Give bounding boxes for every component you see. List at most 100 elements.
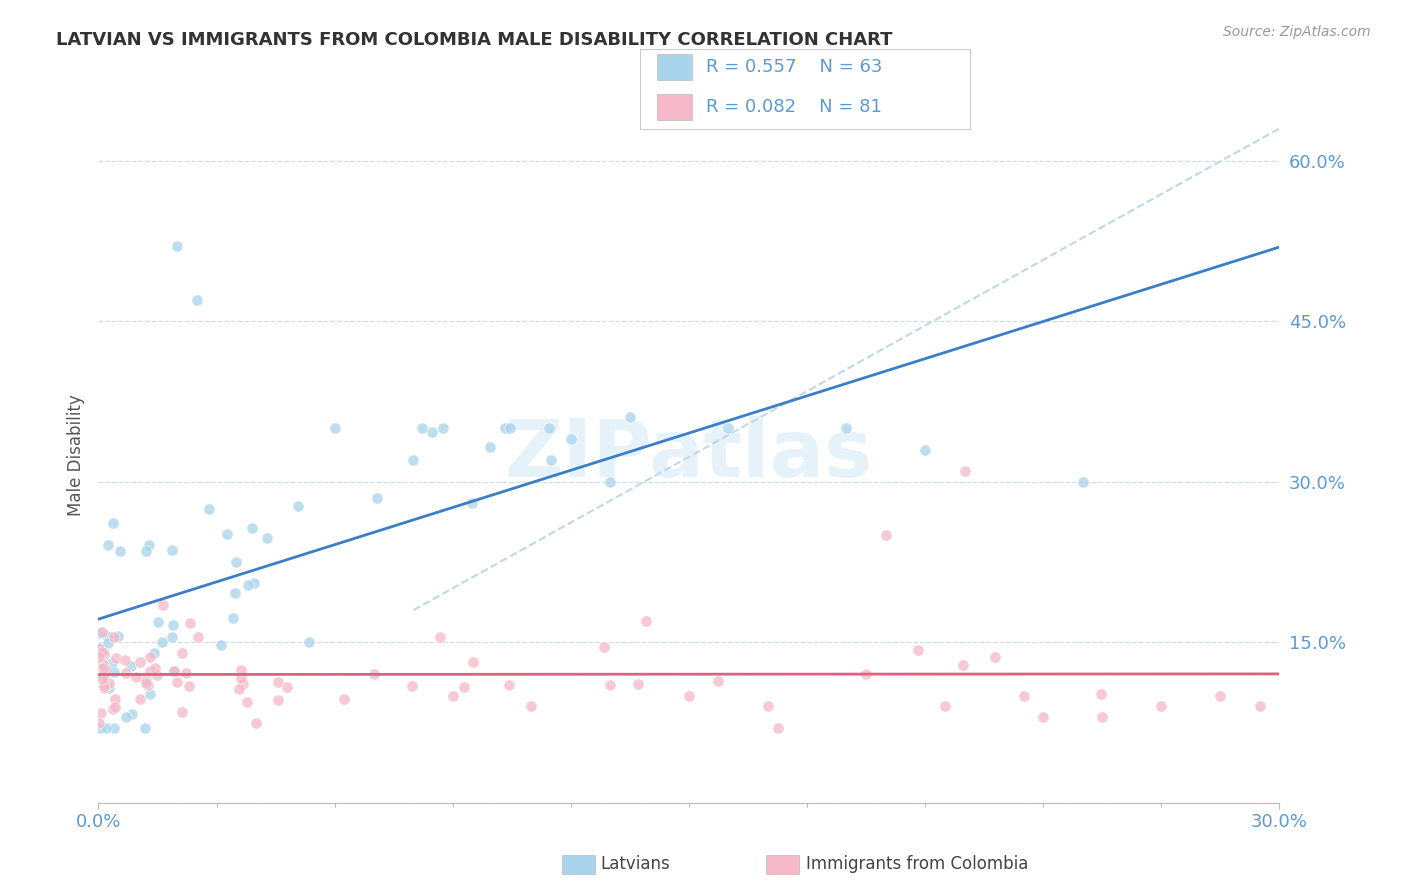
Point xyxy=(229,663,252,677)
Point xyxy=(89,641,111,656)
Point xyxy=(138,538,160,552)
Text: Source: ZipAtlas.com: Source: ZipAtlas.com xyxy=(1223,25,1371,39)
Point xyxy=(115,666,138,681)
Point xyxy=(238,578,260,592)
Text: R = 0.082    N = 81: R = 0.082 N = 81 xyxy=(706,98,882,116)
Point xyxy=(107,629,129,643)
Point xyxy=(94,663,117,677)
Point xyxy=(363,667,385,681)
Text: LATVIAN VS IMMIGRANTS FROM COLOMBIA MALE DISABILITY CORRELATION CHART: LATVIAN VS IMMIGRANTS FROM COLOMBIA MALE… xyxy=(56,31,893,49)
Point xyxy=(599,678,621,692)
Point xyxy=(461,496,484,510)
Point xyxy=(125,670,148,684)
Point xyxy=(907,642,929,657)
Point xyxy=(243,575,266,590)
Point xyxy=(875,528,897,542)
Point xyxy=(162,617,184,632)
Point xyxy=(90,645,112,659)
Point xyxy=(93,678,115,692)
Point xyxy=(152,598,174,612)
Point xyxy=(93,658,115,673)
Point xyxy=(104,700,127,714)
Point xyxy=(91,657,114,671)
Point xyxy=(105,650,128,665)
Point xyxy=(855,667,877,681)
Point xyxy=(91,625,114,640)
Point xyxy=(128,655,150,669)
Point xyxy=(129,691,152,706)
Point xyxy=(152,635,174,649)
Point xyxy=(420,425,443,439)
Point xyxy=(121,706,143,721)
Point xyxy=(432,421,454,435)
Point xyxy=(245,716,267,731)
Point xyxy=(98,681,121,696)
Point xyxy=(1012,689,1035,703)
Point xyxy=(934,699,956,714)
Point xyxy=(619,410,641,425)
Point xyxy=(163,664,186,678)
Point xyxy=(429,630,451,644)
Point xyxy=(166,239,188,253)
Point xyxy=(146,668,169,682)
Point xyxy=(209,638,232,652)
Point xyxy=(717,421,740,435)
Point xyxy=(835,421,858,435)
Point xyxy=(953,464,976,478)
Point xyxy=(401,679,423,693)
Point xyxy=(160,542,183,557)
Point xyxy=(256,531,278,545)
Text: R = 0.557    N = 63: R = 0.557 N = 63 xyxy=(706,58,882,76)
Point xyxy=(93,670,115,684)
Point xyxy=(540,453,562,467)
Point xyxy=(215,527,238,541)
Point xyxy=(115,709,138,723)
Point xyxy=(186,293,208,307)
Point xyxy=(103,721,125,735)
Point xyxy=(952,657,974,672)
Point xyxy=(494,421,516,435)
Point xyxy=(267,674,290,689)
Point xyxy=(441,689,464,703)
Point xyxy=(163,665,186,679)
Point xyxy=(96,629,118,643)
Point xyxy=(198,501,221,516)
Point xyxy=(333,692,356,706)
Point xyxy=(461,655,484,669)
Point xyxy=(142,646,165,660)
Point xyxy=(170,646,193,660)
Point xyxy=(139,687,162,701)
Point xyxy=(366,491,388,505)
Point xyxy=(170,705,193,719)
Point xyxy=(134,721,156,735)
Point xyxy=(402,453,425,467)
Point xyxy=(90,706,112,720)
Point xyxy=(599,475,621,489)
Point xyxy=(89,626,111,640)
Point xyxy=(139,664,162,678)
Point xyxy=(1249,699,1271,714)
Point xyxy=(627,677,650,691)
Point xyxy=(1090,687,1112,701)
Point xyxy=(143,661,166,675)
Point xyxy=(236,695,259,709)
Point xyxy=(103,665,125,680)
Point xyxy=(89,721,111,735)
Point xyxy=(94,721,117,735)
Point xyxy=(89,640,111,655)
Point xyxy=(224,586,246,600)
Point xyxy=(139,650,162,665)
Text: Immigrants from Colombia: Immigrants from Colombia xyxy=(806,855,1028,873)
Point xyxy=(707,674,730,689)
Point xyxy=(101,657,124,671)
Point xyxy=(593,640,616,654)
Point xyxy=(91,672,114,686)
Point xyxy=(240,521,263,535)
Point xyxy=(93,646,115,660)
Point xyxy=(768,721,790,735)
Point xyxy=(179,615,201,630)
Point xyxy=(636,614,658,628)
Point xyxy=(91,660,114,674)
Point xyxy=(97,538,120,552)
Point xyxy=(411,421,433,435)
